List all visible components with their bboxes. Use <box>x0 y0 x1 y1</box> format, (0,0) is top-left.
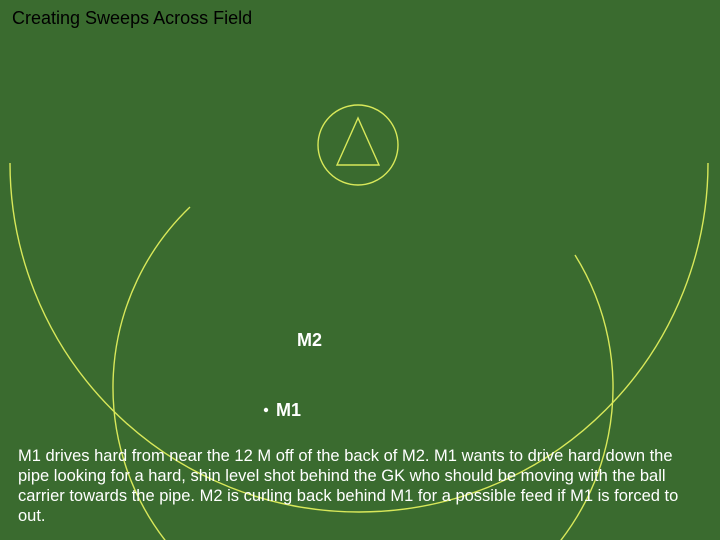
label-m1: M1 <box>276 400 301 421</box>
diagram-description: M1 drives hard from near the 12 M off of… <box>18 446 702 527</box>
label-m2: M2 <box>297 330 322 351</box>
m1-marker-icon <box>264 408 268 412</box>
goal-triangle-icon <box>337 118 379 165</box>
